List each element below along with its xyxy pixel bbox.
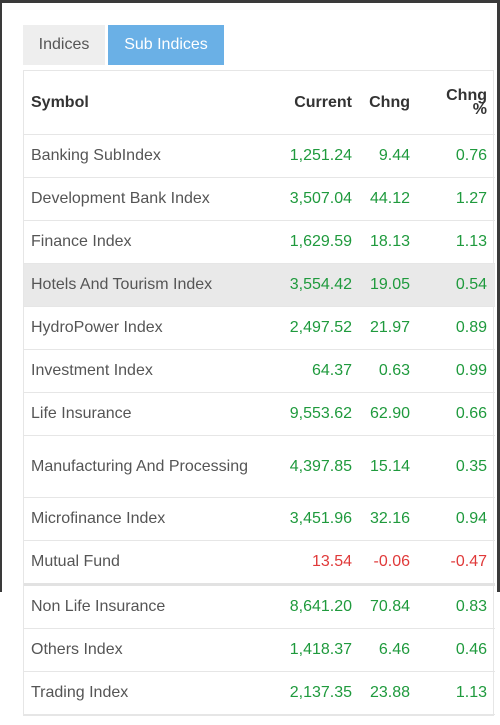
row-current-value: 64.37: [272, 349, 352, 393]
table-row[interactable]: Finance Index 1,629.59 18.13 1.13: [24, 220, 495, 264]
row-change-value: 44.12: [352, 177, 410, 221]
table-row[interactable]: Manufacturing And Processing 4,397.85 15.1…: [24, 435, 495, 498]
row-symbol[interactable]: HydroPower Index: [24, 306, 272, 350]
row-current-value: 8,641.20: [272, 584, 352, 629]
row-change-percent: 0.66: [410, 392, 495, 436]
header-chng[interactable]: Chng: [352, 71, 410, 135]
table-row[interactable]: Hotels And Tourism Index 3,554.42 19.05 0.5…: [24, 263, 495, 307]
sub-indices-table: Symbol Current Chng Chng % Banking SubIn…: [24, 71, 495, 715]
row-change-percent: 0.35: [410, 435, 495, 498]
table-row[interactable]: Trading Index 2,137.35 23.88 1.13: [24, 671, 495, 715]
row-symbol[interactable]: Investment Index: [24, 349, 272, 393]
row-current-value: 3,507.04: [272, 177, 352, 221]
row-change-percent: 1.13: [410, 671, 495, 715]
row-change-value: 15.14: [352, 435, 410, 498]
table-row[interactable]: HydroPower Index 2,497.52 21.97 0.89: [24, 306, 495, 350]
row-current-value: 3,554.42: [272, 263, 352, 307]
table-row[interactable]: Mutual Fund 13.54 -0.06 -0.47: [24, 540, 495, 586]
tab-indices[interactable]: Indices: [23, 25, 105, 65]
row-change-percent: 1.27: [410, 177, 495, 221]
row-change-value: 62.90: [352, 392, 410, 436]
row-change-value: 21.97: [352, 306, 410, 350]
table-row[interactable]: Others Index 1,418.37 6.46 0.46: [24, 628, 495, 672]
table-row[interactable]: Life Insurance 9,553.62 62.90 0.66: [24, 392, 495, 436]
row-change-percent: 1.13: [410, 220, 495, 264]
row-current-value: 3,451.96: [272, 497, 352, 541]
row-symbol[interactable]: Banking SubIndex: [24, 134, 272, 178]
row-change-percent: 0.89: [410, 306, 495, 350]
row-symbol[interactable]: Others Index: [24, 628, 272, 672]
header-percent-sign: %: [472, 100, 487, 118]
row-symbol[interactable]: Life Insurance: [24, 392, 272, 436]
row-current-value: 1,418.37: [272, 628, 352, 672]
window-frame-top: [0, 0, 500, 3]
row-symbol[interactable]: Mutual Fund: [24, 540, 272, 586]
row-current-value: 4,397.85: [272, 435, 352, 498]
row-change-value: 6.46: [352, 628, 410, 672]
row-change-percent: -0.47: [410, 540, 495, 586]
row-change-value: 32.16: [352, 497, 410, 541]
header-current[interactable]: Current: [272, 71, 352, 135]
row-change-value: 18.13: [352, 220, 410, 264]
row-symbol[interactable]: Development Bank Index: [24, 177, 272, 221]
row-current-value: 2,137.35: [272, 671, 352, 715]
table-row[interactable]: Banking SubIndex 1,251.24 9.44 0.76: [24, 134, 495, 178]
row-change-percent: 0.99: [410, 349, 495, 393]
header-chng-percent[interactable]: Chng %: [410, 71, 495, 135]
table-row[interactable]: Microfinance Index 3,451.96 32.16 0.94: [24, 497, 495, 541]
row-change-value: 70.84: [352, 584, 410, 629]
row-change-percent: 0.83: [410, 584, 495, 629]
row-change-percent: 0.94: [410, 497, 495, 541]
row-change-value: 9.44: [352, 134, 410, 178]
row-current-value: 13.54: [272, 540, 352, 586]
row-change-percent: 0.46: [410, 628, 495, 672]
row-current-value: 1,629.59: [272, 220, 352, 264]
row-symbol[interactable]: Manufacturing And Processing: [24, 435, 272, 498]
table-body: Banking SubIndex 1,251.24 9.44 0.76 Developm…: [24, 134, 495, 715]
sub-indices-table-container: Symbol Current Chng Chng % Banking SubIn…: [23, 70, 495, 716]
window-frame-left: [0, 0, 2, 592]
table-row[interactable]: Development Bank Index 3,507.04 44.12 1.27: [24, 177, 495, 221]
index-tabs: Indices Sub Indices: [23, 25, 224, 65]
row-change-percent: 0.76: [410, 134, 495, 178]
table-row[interactable]: Investment Index 64.37 0.63 0.99: [24, 349, 495, 393]
tab-sub-indices[interactable]: Sub Indices: [108, 25, 224, 65]
row-symbol[interactable]: Finance Index: [24, 220, 272, 264]
row-change-value: 0.63: [352, 349, 410, 393]
table-header-row: Symbol Current Chng Chng %: [24, 71, 495, 135]
table-row[interactable]: Non Life Insurance 8,641.20 70.84 0.83: [24, 584, 495, 629]
row-symbol[interactable]: Non Life Insurance: [24, 584, 272, 629]
row-change-value: 19.05: [352, 263, 410, 307]
row-symbol[interactable]: Microfinance Index: [24, 497, 272, 541]
row-current-value: 9,553.62: [272, 392, 352, 436]
row-change-percent: 0.54: [410, 263, 495, 307]
header-chng-percent-label: Chng: [446, 86, 487, 104]
row-current-value: 2,497.52: [272, 306, 352, 350]
header-symbol[interactable]: Symbol: [24, 71, 272, 135]
window-frame-right: [497, 0, 500, 592]
row-current-value: 1,251.24: [272, 134, 352, 178]
row-change-value: -0.06: [352, 540, 410, 586]
row-symbol[interactable]: Hotels And Tourism Index: [24, 263, 272, 307]
row-symbol[interactable]: Trading Index: [24, 671, 272, 715]
row-change-value: 23.88: [352, 671, 410, 715]
